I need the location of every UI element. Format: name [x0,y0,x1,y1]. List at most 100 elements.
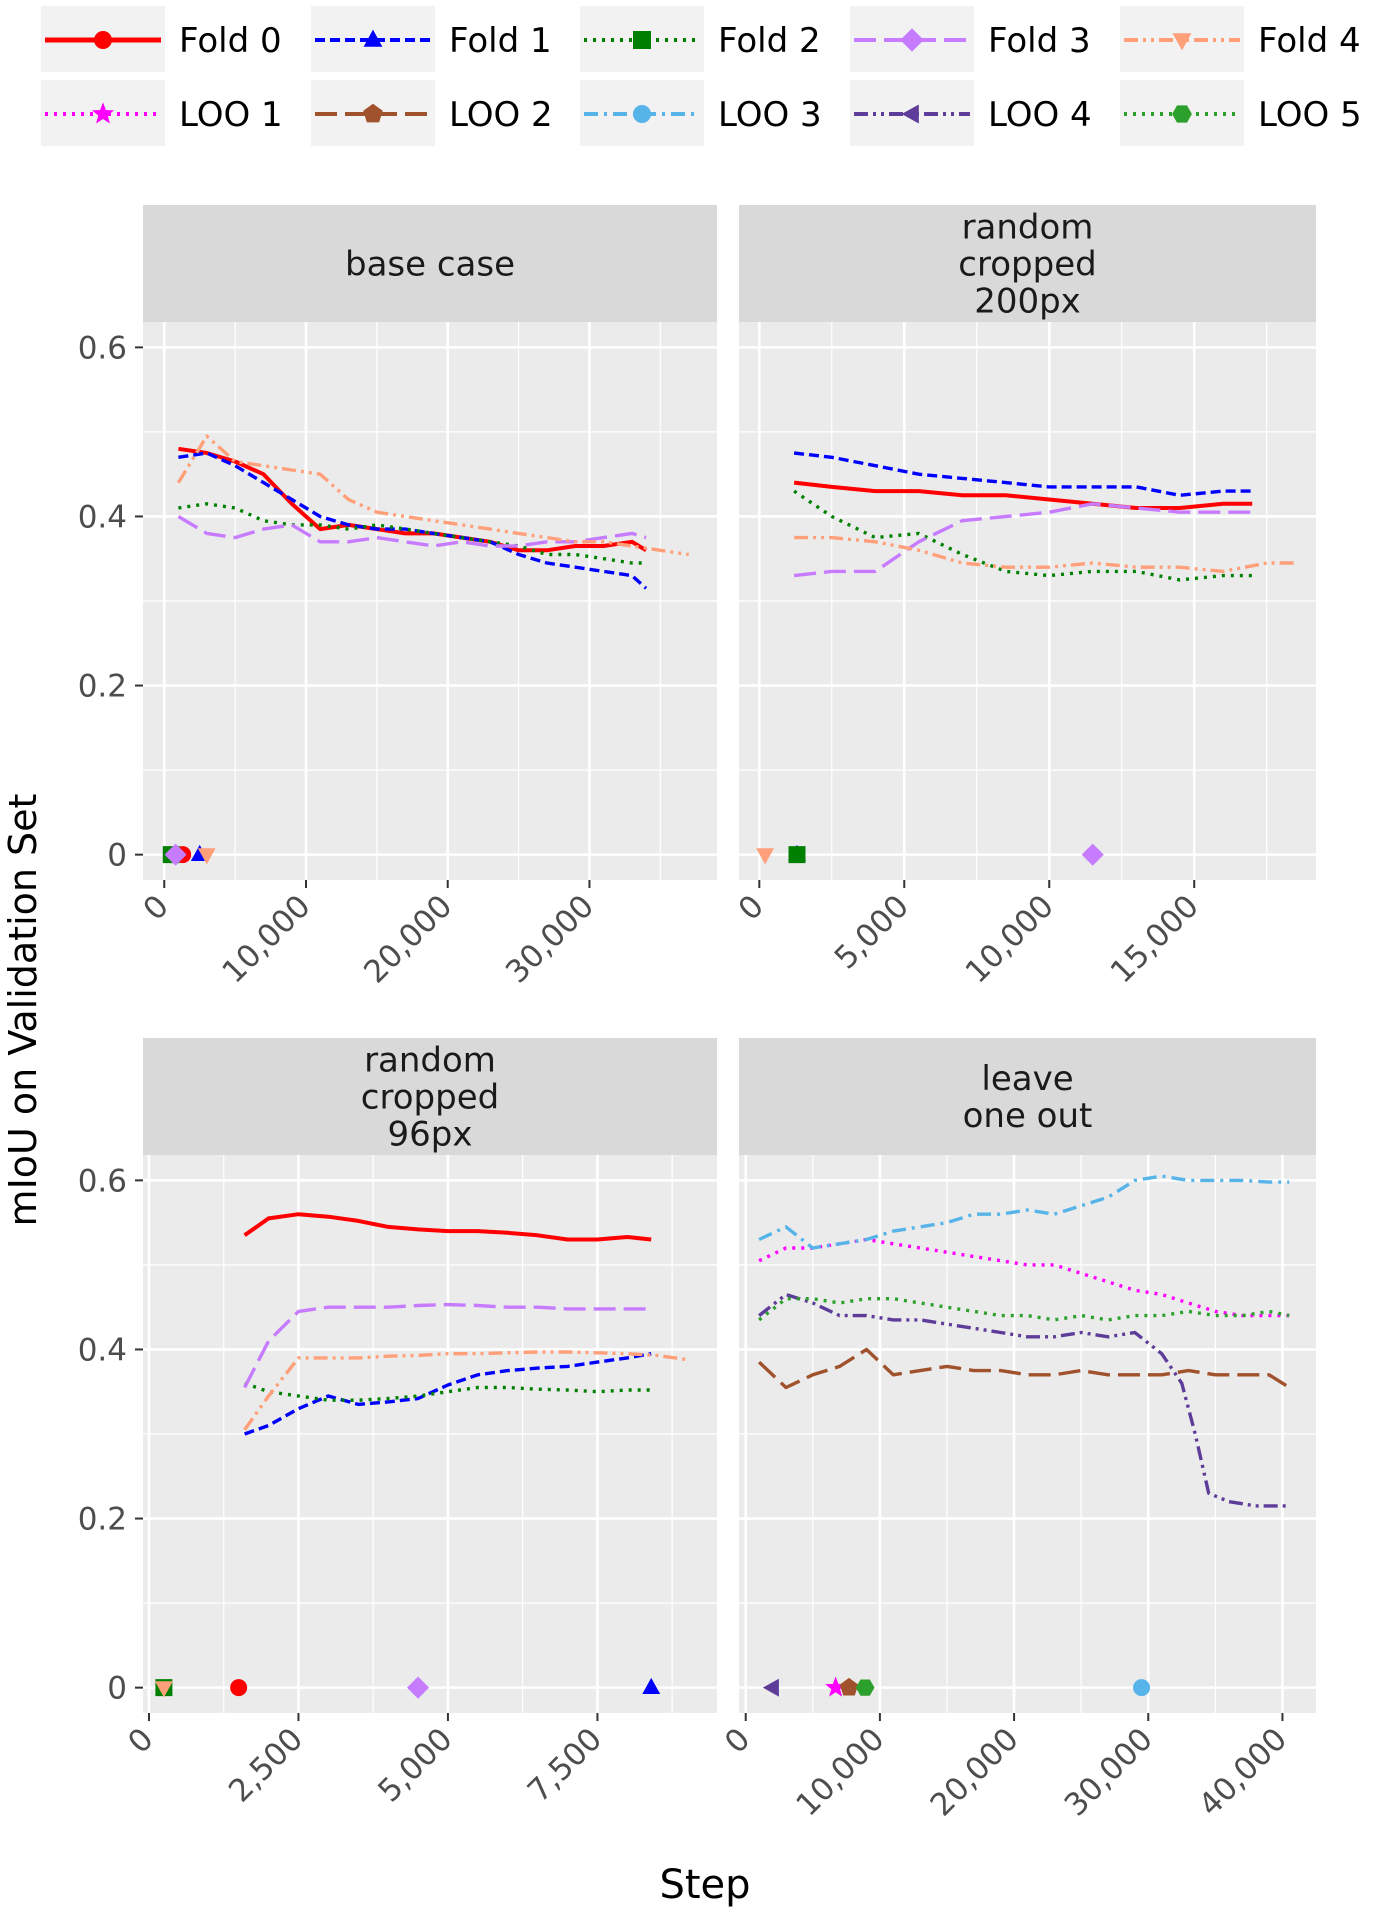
y-tick-label: 0 [107,1671,127,1707]
x-tick-label: 2,500 [222,1721,310,1809]
point-marker-loo-2 [839,1677,859,1696]
legend-marker [363,103,383,123]
y-tick-label: 0.4 [78,499,127,535]
series-line-loo-2 [757,1347,1291,1390]
facet-strip [739,1038,1316,1155]
y-axis-label: mIoU on Validation Set [1,794,45,1227]
x-tick-label: 30,000 [1058,1721,1160,1823]
legend-item-loo-2: LOO 2 [311,80,553,146]
series-line-fold-0 [793,480,1253,510]
legend-marker [633,31,651,49]
legend-label: LOO 3 [718,95,822,135]
facet-title: cropped [361,1078,499,1118]
y-tick-label: 0.2 [78,669,127,705]
facet-title: random [364,1041,496,1081]
series-line-fold-4 [794,535,1296,574]
legend-item-fold-1: Fold 1 [311,6,552,72]
x-tick-label: 10,000 [215,888,317,990]
legend-label: LOO 2 [449,95,553,135]
legend-marker [900,28,924,52]
legend-marker [1172,105,1192,123]
panels: base case 0 0.2 0.4 0.6 0 10,000 20,000 30,000 ra… [78,205,1316,1823]
y-tick-label: 0.4 [78,1332,127,1368]
point-marker-fold-3 [1081,843,1104,866]
facet-title: 200px [974,282,1081,322]
legend-label: Fold 3 [988,21,1091,61]
series-line-fold-1 [244,1352,652,1436]
legend-label: Fold 1 [449,21,552,61]
x-tick-label: 5,000 [371,1721,459,1809]
point-marker-fold-4 [155,1681,173,1698]
point-marker-loo-1 [825,1676,847,1697]
x-tick-label: 5,000 [828,888,916,976]
point-marker-fold-4 [197,848,216,865]
series-line-fold-2 [244,1381,652,1402]
legend-item-loo-3: LOO 3 [580,80,822,146]
point-marker-loo-5 [855,1679,875,1696]
x-tick-label: 0 [121,1721,160,1760]
y-tick-label: 0.2 [78,1502,127,1538]
legend: Fold 0 Fold 1 Fold 2 Fold 3 Fold 4 LOO 1 LOO 2… [41,6,1362,146]
series-line-fold-1 [793,451,1253,497]
series-line-fold-4 [243,1350,688,1431]
legend-marker [94,31,112,49]
series-line-loo-4 [758,1292,1290,1508]
x-axis-label: Step [659,1862,750,1908]
y-tick-label: 0.6 [78,330,127,366]
x-tick-label: 30,000 [499,888,601,990]
facet-title: base case [345,245,515,285]
series-line-fold-3 [793,502,1253,578]
legend-label: LOO 5 [1258,95,1362,135]
legend-label: LOO 4 [988,95,1092,135]
legend-item-fold-3: Fold 3 [850,6,1091,72]
legend-item-loo-1: LOO 1 [41,80,283,146]
legend-marker [901,104,919,124]
facet-title: leave [981,1059,1073,1099]
legend-item-loo-5: LOO 5 [1120,80,1362,146]
x-tick-label: 7,500 [521,1721,609,1809]
point-marker-loo-4 [762,1678,779,1697]
legend-marker [363,29,383,47]
series-line-fold-2 [793,489,1253,582]
legend-item-fold-2: Fold 2 [580,6,821,72]
point-marker-fold-1 [642,1677,661,1694]
legend-label: Fold 2 [718,21,821,61]
series-line-fold-0 [178,446,648,553]
legend-marker [633,105,651,123]
series-line-fold-0 [243,1212,652,1242]
legend-label: Fold 4 [1258,21,1361,61]
facet-strip [739,205,1316,322]
legend-label: LOO 1 [179,95,283,135]
y-tick-label: 0 [107,838,127,874]
facet-title: cropped [958,245,1096,285]
point-marker-fold-0 [230,1679,248,1697]
panel-1: base case 0 0.2 0.4 0.6 0 10,000 20,000 30,000 [78,205,717,990]
facet-title: one out [963,1096,1093,1136]
x-tick-label: 15,000 [1104,888,1206,990]
point-marker-fold-4 [756,848,774,865]
series-line-loo-3 [758,1174,1290,1250]
x-tick-label: 0 [732,888,771,927]
x-tick-label: 10,000 [959,888,1061,990]
x-tick-label: 10,000 [789,1721,891,1823]
legend-marker [1172,33,1192,51]
series-line-fold-4 [176,434,689,557]
legend-marker [91,102,115,124]
series-line-fold-3 [243,1302,652,1389]
legend-label: Fold 0 [179,21,282,61]
point-marker-loo-3 [1133,1679,1151,1697]
point-marker-fold-3 [407,1676,430,1699]
facet-strip [143,1038,717,1155]
x-tick-label: 0 [718,1721,757,1760]
legend-item-loo-4: LOO 4 [850,80,1092,146]
facet-strip [143,205,717,322]
legend-item-fold-0: Fold 0 [41,6,282,72]
facet-title: random [962,208,1094,248]
y-tick-label: 0.6 [78,1163,127,1199]
point-marker-fold-2 [788,846,806,864]
point-marker-fold-3 [164,843,187,866]
